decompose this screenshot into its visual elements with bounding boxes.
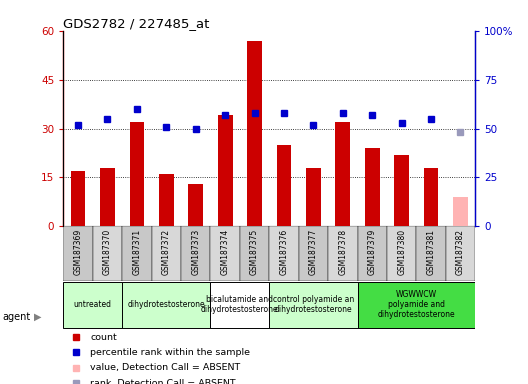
Bar	[277, 145, 291, 226]
Bar	[188, 184, 203, 226]
Bar	[446, 226, 475, 281]
Text: GSM187375: GSM187375	[250, 229, 259, 275]
Text: bicalutamide and
dihydrotestosterone: bicalutamide and dihydrotestosterone	[201, 295, 279, 314]
Text: GSM187382: GSM187382	[456, 229, 465, 275]
Bar	[211, 281, 269, 328]
Text: GSM187380: GSM187380	[397, 229, 406, 275]
Bar	[453, 197, 468, 226]
Bar	[365, 148, 380, 226]
Bar	[100, 168, 115, 226]
Bar	[269, 226, 299, 281]
Bar	[218, 116, 232, 226]
Text: value, Detection Call = ABSENT: value, Detection Call = ABSENT	[90, 363, 240, 372]
Text: GSM187377: GSM187377	[309, 229, 318, 275]
Text: ▶: ▶	[34, 312, 42, 322]
Bar	[63, 226, 93, 281]
Bar	[394, 155, 409, 226]
Text: rank, Detection Call = ABSENT: rank, Detection Call = ABSENT	[90, 379, 236, 384]
Bar	[122, 226, 152, 281]
Text: GSM187378: GSM187378	[338, 229, 347, 275]
Bar	[357, 281, 475, 328]
Bar	[269, 281, 357, 328]
Bar	[159, 174, 174, 226]
Bar	[335, 122, 350, 226]
Bar	[357, 226, 387, 281]
Bar	[129, 122, 144, 226]
Bar	[122, 281, 211, 328]
Text: GSM187372: GSM187372	[162, 229, 171, 275]
Text: dihydrotestosterone: dihydrotestosterone	[127, 300, 205, 309]
Bar	[240, 226, 269, 281]
Bar	[417, 226, 446, 281]
Bar	[306, 168, 321, 226]
Text: GSM187374: GSM187374	[221, 229, 230, 275]
Bar	[71, 171, 86, 226]
Text: GSM187373: GSM187373	[191, 229, 200, 275]
Text: control polyamide an
dihydrotestosterone: control polyamide an dihydrotestosterone	[273, 295, 354, 314]
Bar	[152, 226, 181, 281]
Text: GDS2782 / 227485_at: GDS2782 / 227485_at	[63, 17, 210, 30]
Bar	[423, 168, 438, 226]
Bar	[63, 281, 122, 328]
Text: percentile rank within the sample: percentile rank within the sample	[90, 348, 250, 357]
Text: count: count	[90, 333, 117, 342]
Text: untreated: untreated	[74, 300, 112, 309]
Bar	[93, 226, 122, 281]
Text: WGWWCW
polyamide and
dihydrotestosterone: WGWWCW polyamide and dihydrotestosterone	[378, 290, 455, 319]
Text: GSM187370: GSM187370	[103, 229, 112, 275]
Text: GSM187371: GSM187371	[133, 229, 142, 275]
Text: GSM187376: GSM187376	[279, 229, 288, 275]
Bar	[181, 226, 211, 281]
Bar	[211, 226, 240, 281]
Text: GSM187381: GSM187381	[427, 229, 436, 275]
Text: GSM187369: GSM187369	[73, 229, 82, 275]
Bar	[387, 226, 417, 281]
Bar	[247, 40, 262, 226]
Text: GSM187379: GSM187379	[367, 229, 377, 275]
Bar	[328, 226, 357, 281]
Bar	[299, 226, 328, 281]
Text: agent: agent	[3, 312, 31, 322]
